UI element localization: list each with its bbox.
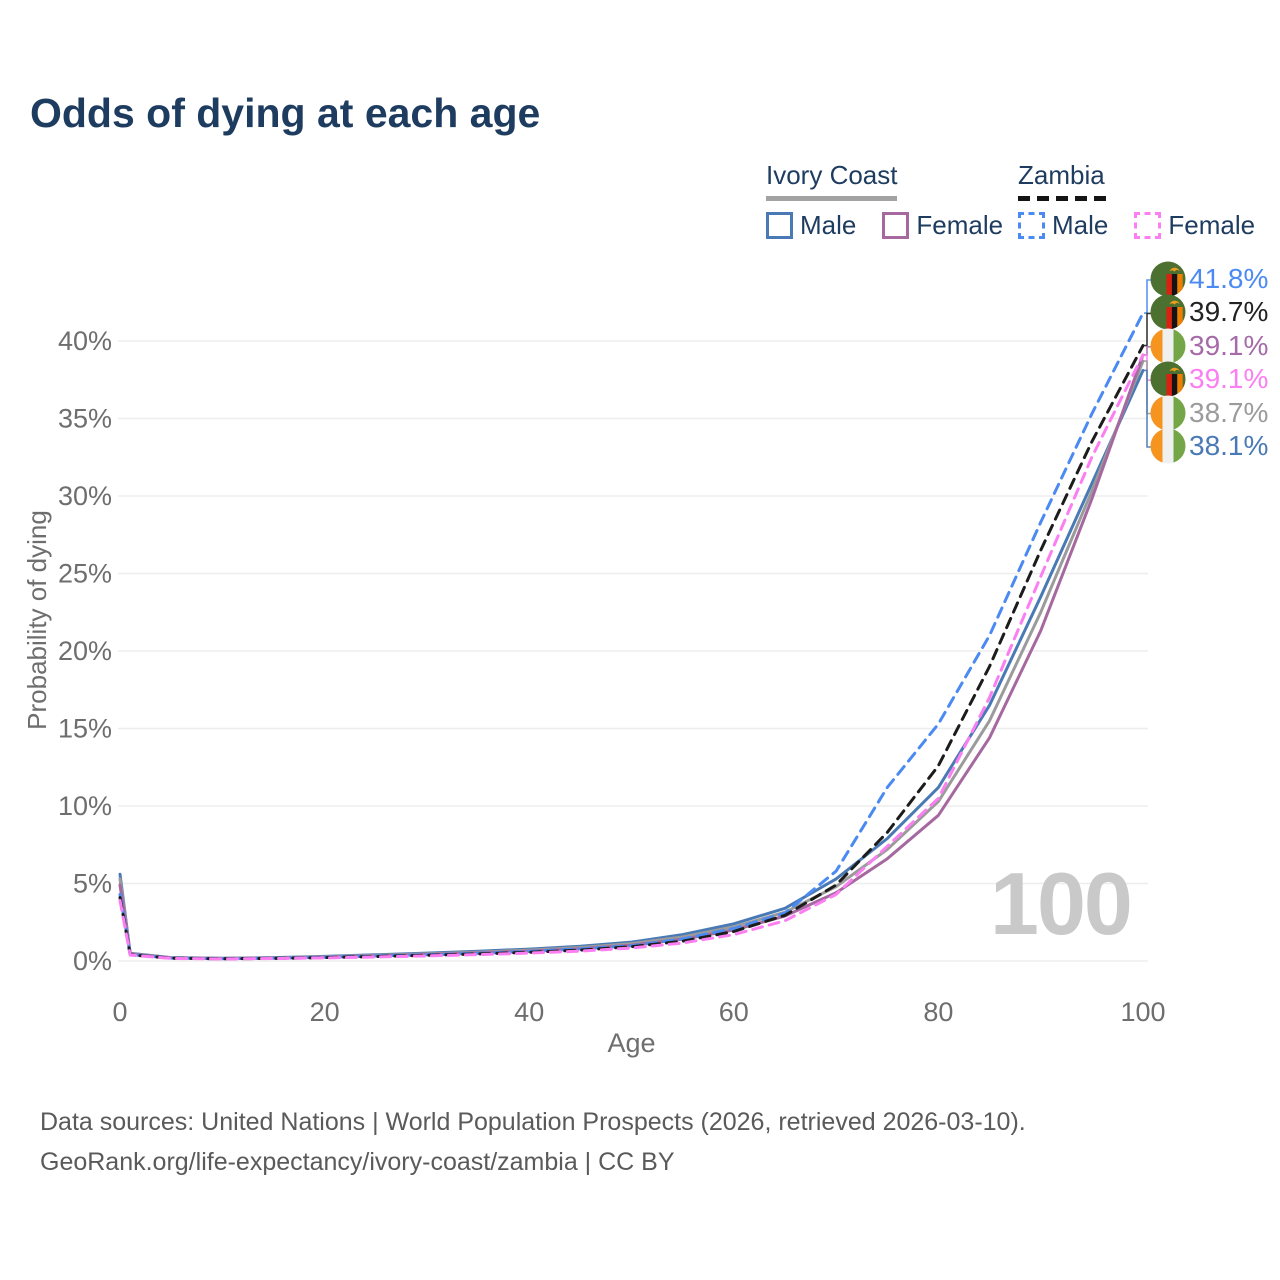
ivory-coast-underline	[766, 196, 897, 201]
x-tick-label: 0	[112, 997, 127, 1027]
legend-label: Male	[1052, 210, 1109, 240]
y-tick-label: 30%	[58, 481, 112, 511]
end-label-value: 38.1%	[1189, 430, 1269, 461]
ivory-coast-flag-icon	[1150, 328, 1186, 364]
y-tick-label: 5%	[73, 869, 112, 899]
x-tick-label: 20	[310, 997, 340, 1027]
series-lines	[118, 311, 1145, 961]
end-label-value: 39.7%	[1189, 296, 1269, 328]
page-title: Odds of dying at each age	[30, 90, 541, 136]
x-tick-label: 80	[923, 997, 953, 1027]
end-label-value: 38.7%	[1189, 396, 1269, 428]
age-watermark: 100	[990, 854, 1133, 953]
axis-ticks: 0% 5% 10% 15% 20% 25% 30% 35% 40% 0 20 40 60 80 100	[58, 326, 1166, 1027]
end-label-ivory-coast-female: 39.1%	[1150, 328, 1268, 364]
ivory-coast-male-swatch-icon	[766, 212, 793, 239]
y-axis-title: Probability of dying	[22, 510, 52, 730]
zambia-female-swatch-icon	[1134, 212, 1162, 239]
legend-group-zambia: Zambia Male Female	[1018, 160, 1255, 241]
ivory-coast-flag-icon	[1150, 428, 1186, 464]
attribution-text: GeoRank.org/life-expectancy/ivory-coast/…	[40, 1148, 675, 1176]
connector-zambia-both-sexes	[1144, 312, 1152, 347]
zambia-flag-icon	[1150, 361, 1186, 397]
y-tick-label: 15%	[58, 714, 112, 744]
legend-item-ivory-coast-female: Female	[882, 210, 1003, 241]
end-label-value: 39.1%	[1189, 329, 1269, 361]
y-tick-label: 0%	[73, 946, 112, 976]
x-tick-label: 60	[719, 997, 749, 1027]
zambia-underline	[1018, 196, 1106, 201]
series-line-zambia-female	[118, 353, 1145, 961]
connector-zambia-male	[1144, 279, 1152, 314]
end-label-zambia-male: 41.8%	[1150, 261, 1268, 297]
legend-item-ivory-coast-male: Male	[766, 210, 856, 241]
ivory-coast-flag-icon	[1150, 395, 1186, 431]
y-tick-label: 40%	[58, 326, 112, 356]
y-tick-label: 10%	[58, 791, 112, 821]
legend-country-ivory-coast: Ivory Coast	[766, 160, 898, 190]
y-tick-label: 35%	[58, 404, 112, 434]
legend-label: Female	[916, 210, 1004, 240]
legend-country-zambia: Zambia	[1018, 160, 1105, 190]
y-tick-label: 25%	[58, 559, 112, 589]
data-sources-text: Data sources: United Nations | World Pop…	[40, 1108, 1026, 1136]
zambia-flag-icon	[1150, 294, 1186, 330]
legend-label: Female	[1168, 210, 1256, 240]
legend-group-ivory-coast: Ivory Coast Male Female	[766, 160, 1003, 241]
x-tick-label: 40	[514, 997, 544, 1027]
gridlines	[118, 340, 1148, 962]
end-label-ivory-coast-both-sexes: 38.7%	[1150, 395, 1268, 431]
connector-ivory-coast-male	[1144, 369, 1152, 448]
end-label-zambia-both-sexes: 39.7%	[1150, 294, 1268, 330]
x-axis-title: Age	[607, 1028, 655, 1058]
ivory-coast-female-swatch-icon	[882, 212, 910, 239]
legend-item-zambia-male: Male	[1018, 210, 1108, 241]
y-tick-label: 20%	[58, 636, 112, 666]
zambia-male-swatch-icon	[1018, 212, 1045, 239]
label-connectors	[1144, 279, 1152, 448]
zambia-flag-icon	[1150, 261, 1186, 297]
legend-item-zambia-female: Female	[1134, 210, 1255, 241]
end-label-value: 39.1%	[1189, 363, 1269, 395]
x-tick-label: 100	[1120, 997, 1165, 1027]
end-label-zambia-female: 39.1%	[1150, 361, 1268, 397]
legend-label: Male	[800, 210, 857, 240]
end-label-ivory-coast-male: 38.1%	[1150, 428, 1268, 464]
end-label-value: 41.8%	[1189, 263, 1269, 294]
